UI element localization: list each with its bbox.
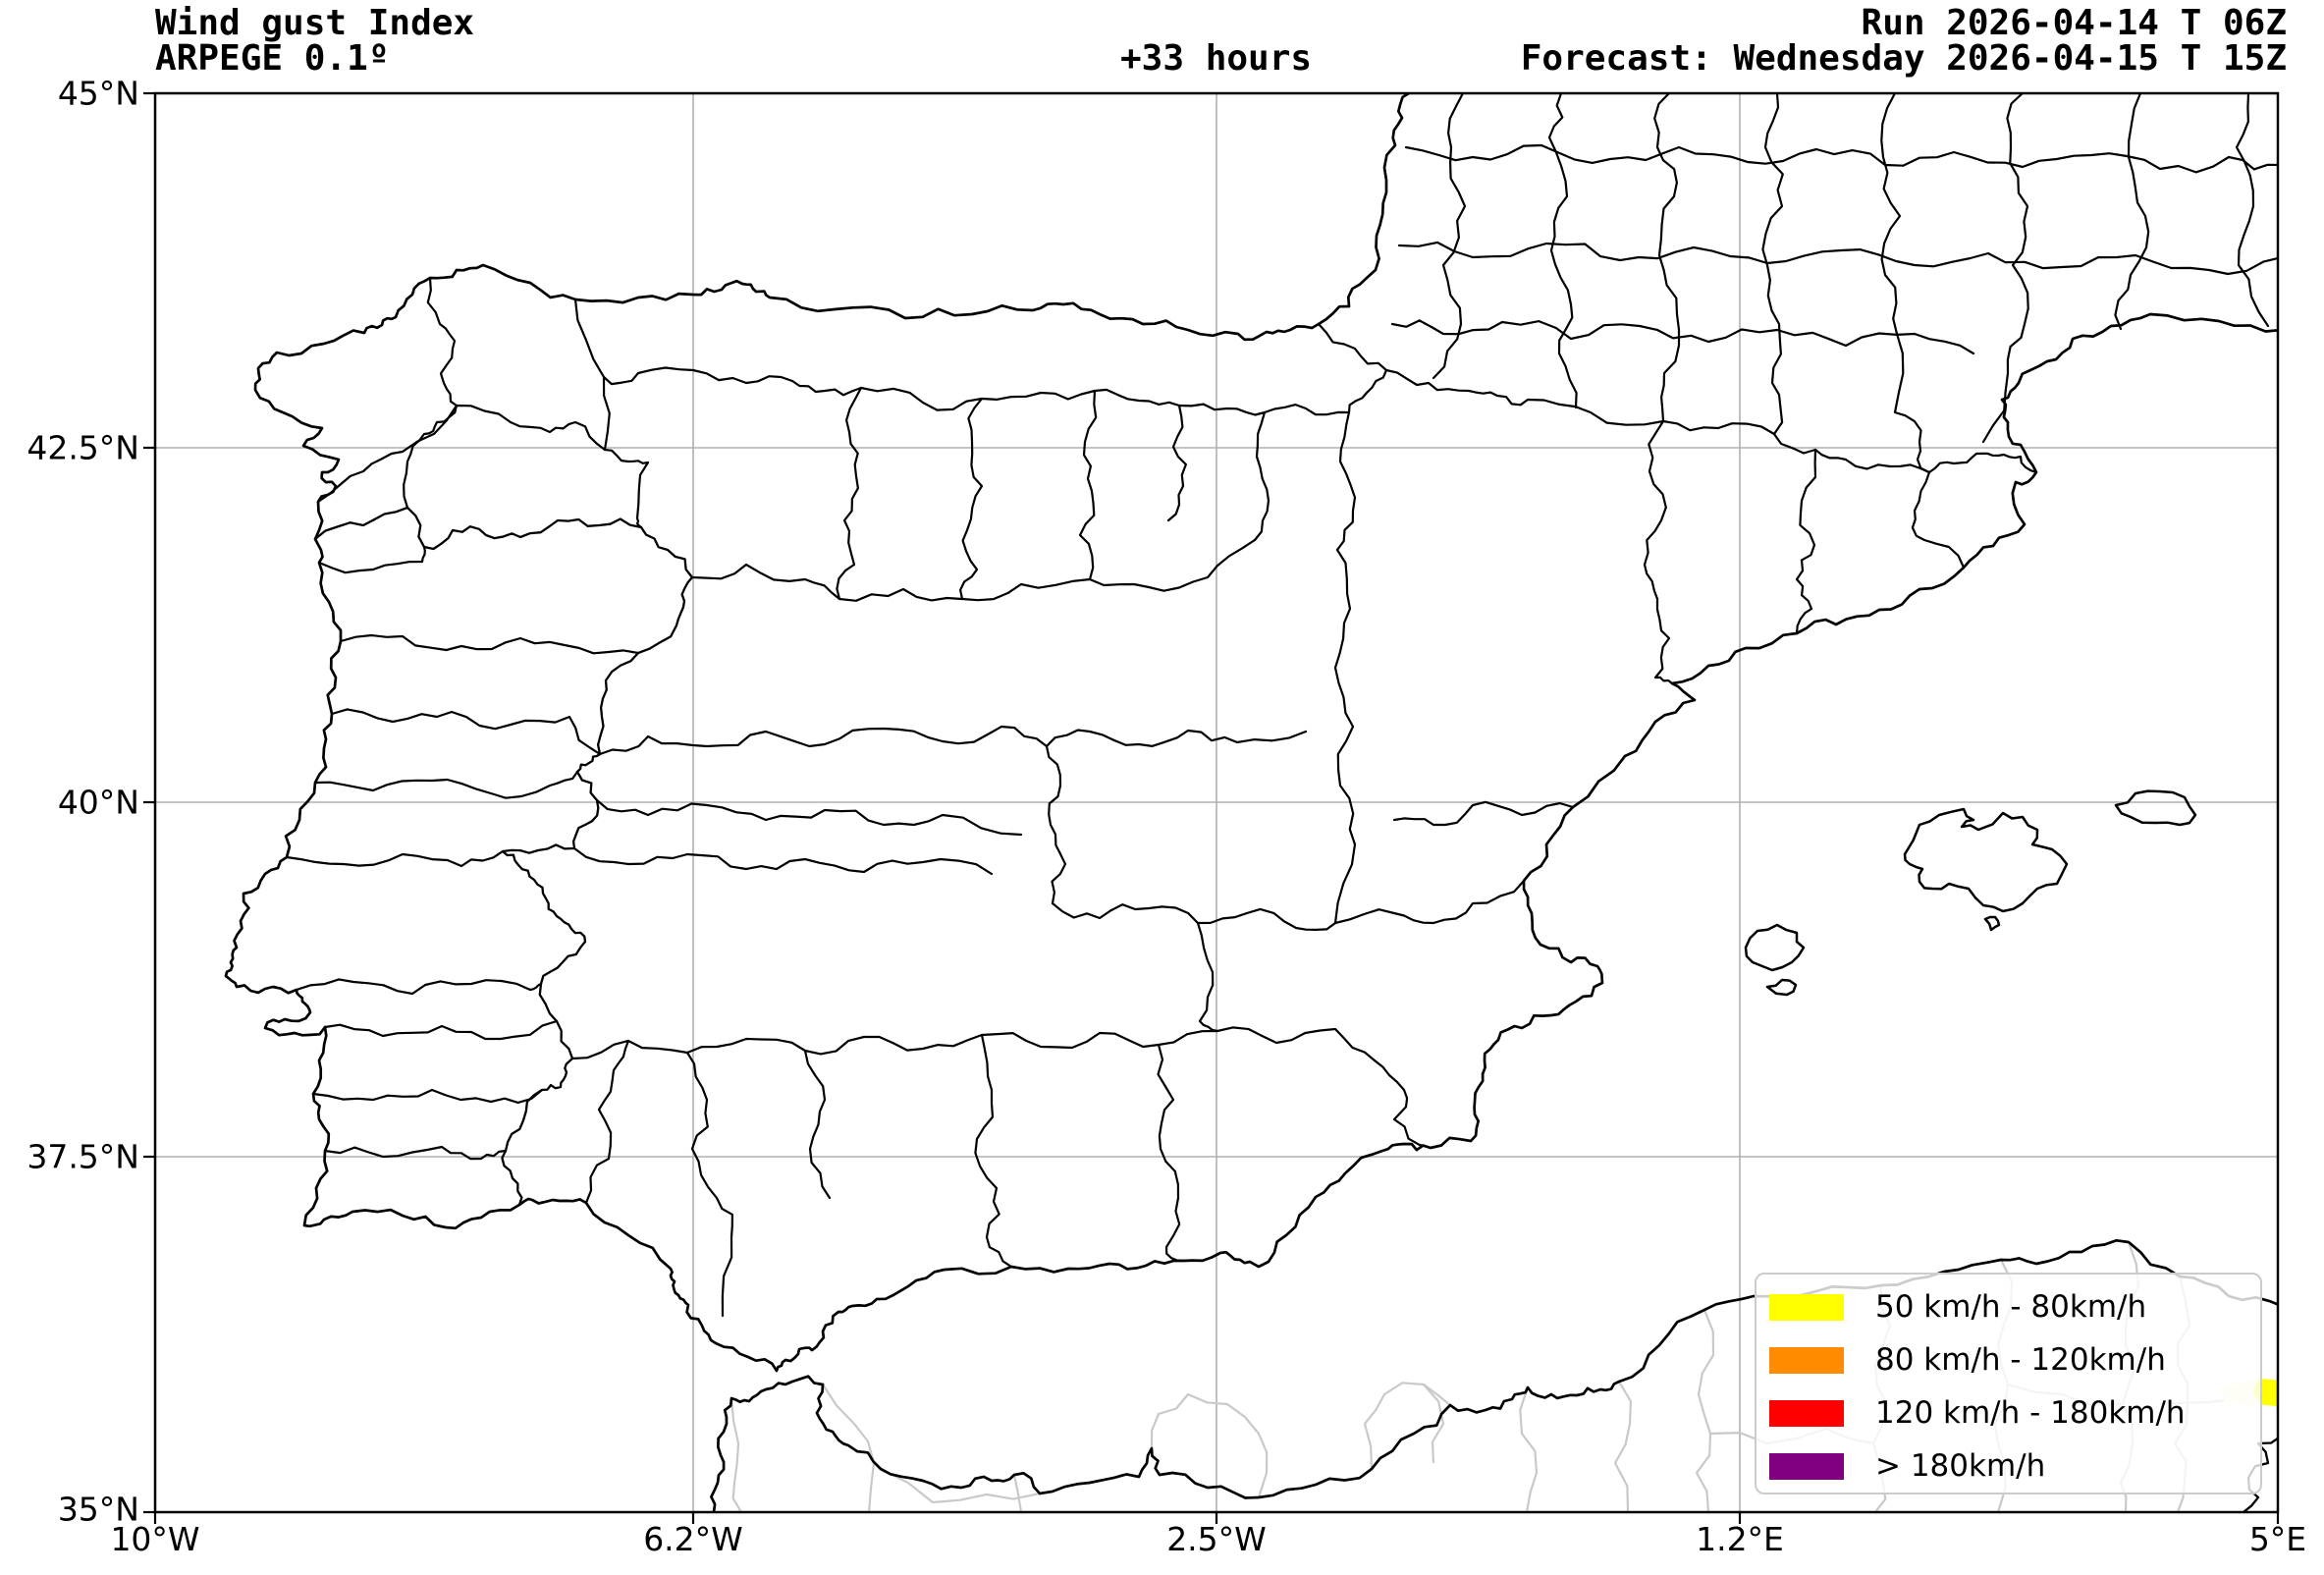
lat-tick-40n: 40°N (57, 783, 139, 822)
forecast-label: Forecast: Wednesday 2026-04-15 T 15Z (1520, 38, 2287, 79)
legend-swatch-yellow (1769, 1293, 1844, 1321)
legend-swatch-orange (1769, 1346, 1844, 1374)
legend-item-over-180: > 180km/h (1757, 1439, 2260, 1493)
lead-time-label: +33 hours (1120, 38, 1313, 79)
lon-tick-5e: 5°E (2248, 1520, 2307, 1558)
legend-item-80-120: 80 km/h - 120km/h (1757, 1333, 2260, 1386)
lon-tick-1-2e: 1.2°E (1696, 1520, 1784, 1558)
lat-tick-45n: 45°N (57, 74, 139, 113)
model-subtitle: ARPEGE 0.1º (155, 38, 390, 79)
legend-label: 120 km/h - 180km/h (1875, 1394, 2186, 1431)
legend-label: 80 km/h - 120km/h (1875, 1341, 2166, 1378)
legend-label: 50 km/h - 80km/h (1875, 1288, 2147, 1325)
lat-tick-37-5n: 37.5°N (27, 1137, 139, 1176)
legend-item-50-80: 50 km/h - 80km/h (1757, 1280, 2260, 1333)
run-label: Run 2026-04-14 T 06Z (1861, 3, 2287, 43)
legend-item-120-180: 120 km/h - 180km/h (1757, 1386, 2260, 1439)
lon-tick-6-2w: 6.2°W (643, 1520, 743, 1558)
map-title: Wind gust Index (155, 3, 475, 43)
legend-label: > 180km/h (1875, 1447, 2046, 1484)
legend-swatch-red (1769, 1399, 1844, 1427)
legend-swatch-purple (1769, 1452, 1844, 1480)
wind-gust-legend: 50 km/h - 80km/h 80 km/h - 120km/h 120 k… (1755, 1273, 2262, 1494)
lat-tick-35n: 35°N (57, 1490, 139, 1529)
lat-tick-42-5n: 42.5°N (27, 428, 139, 467)
lon-tick-10w: 10°W (110, 1520, 200, 1558)
lon-tick-2-5w: 2.5°W (1166, 1520, 1267, 1558)
